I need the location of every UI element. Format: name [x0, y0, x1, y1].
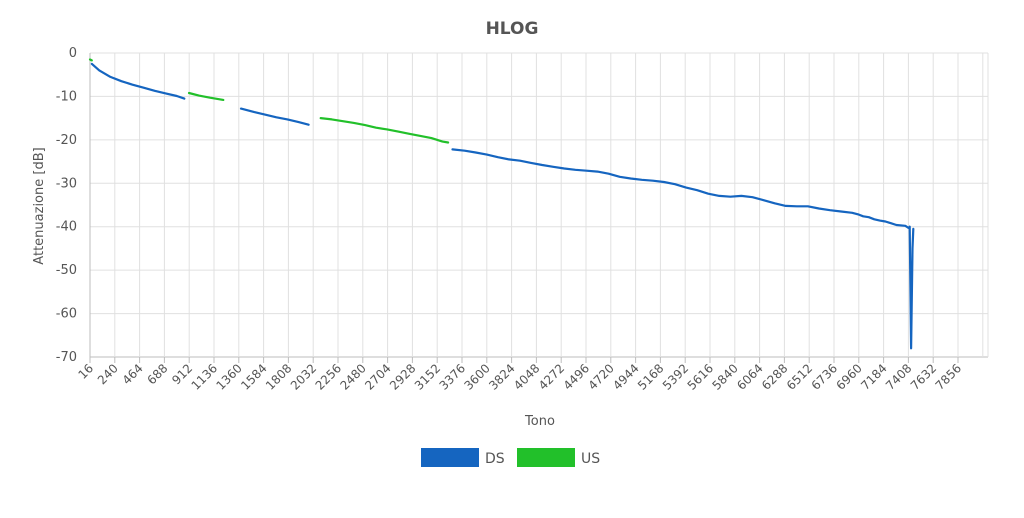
x-tick-label: 6960 [833, 361, 864, 392]
y-axis-label: Attenuazione [dB] [32, 147, 47, 264]
legend-swatch-ds[interactable] [421, 448, 479, 467]
legend-swatch-us[interactable] [517, 448, 575, 467]
x-tick-label: 688 [144, 361, 170, 387]
x-tick-label: 3600 [461, 361, 492, 392]
x-tick-label: 1808 [263, 361, 294, 392]
x-tick-label: 1136 [189, 361, 220, 392]
x-tick-label: 4720 [585, 361, 616, 392]
x-tick-label: 1584 [238, 361, 269, 392]
y-tick-label: -70 [56, 350, 77, 365]
x-tick-label: 7184 [858, 361, 889, 392]
x-tick-label: 2256 [313, 361, 344, 392]
x-tick-label: 16 [75, 361, 96, 382]
x-tick-label: 240 [95, 361, 121, 387]
x-tick-label: 4496 [561, 361, 592, 392]
legend-label-us[interactable]: US [581, 451, 600, 467]
series-line-us [187, 91, 225, 102]
x-tick-label: 4944 [610, 361, 641, 392]
series-line-ds [90, 62, 186, 100]
x-tick-label: 1360 [213, 361, 244, 392]
x-tick-label: 7632 [908, 361, 939, 392]
series-line-ds [451, 148, 915, 350]
chart-title: HLOG [486, 19, 539, 39]
x-tick-label: 4048 [511, 361, 542, 392]
x-tick-label: 3152 [412, 361, 443, 392]
series-line-ds [239, 107, 310, 126]
y-tick-label: -20 [56, 133, 77, 148]
x-tick-label: 2480 [337, 361, 368, 392]
x-tick-label: 2704 [362, 361, 393, 392]
x-tick-label: 5392 [660, 361, 691, 392]
x-tick-label: 464 [120, 361, 146, 387]
x-tick-label: 5168 [635, 361, 666, 392]
x-tick-label: 3376 [437, 361, 468, 392]
series-lines [88, 58, 915, 350]
legend-label-ds[interactable]: DS [485, 451, 505, 467]
x-tick-label: 7408 [883, 361, 914, 392]
x-axis-label: Tono [524, 414, 555, 429]
axes: 0-10-20-30-40-50-60-70162404646889121136… [56, 46, 964, 393]
x-tick-label: 3824 [486, 361, 517, 392]
y-tick-label: -10 [56, 89, 77, 104]
y-tick-label: -30 [56, 176, 77, 191]
x-tick-label: 6736 [809, 361, 840, 392]
series-line-us [88, 58, 93, 62]
y-tick-label: -40 [56, 220, 77, 235]
x-tick-label: 6512 [784, 361, 815, 392]
x-tick-label: 6288 [759, 361, 790, 392]
y-tick-label: 0 [69, 46, 77, 61]
x-tick-label: 2032 [288, 361, 319, 392]
y-tick-label: -60 [56, 307, 77, 322]
series-line-us [319, 116, 450, 144]
x-tick-label: 5616 [685, 361, 716, 392]
x-tick-label: 5840 [709, 361, 740, 392]
x-tick-label: 6064 [734, 361, 765, 392]
x-tick-label: 7856 [933, 361, 964, 392]
y-tick-label: -50 [56, 263, 77, 278]
grid-lines [89, 52, 989, 358]
legend: DS US [421, 448, 600, 467]
x-tick-label: 2928 [387, 361, 418, 392]
x-tick-label: 4272 [536, 361, 567, 392]
